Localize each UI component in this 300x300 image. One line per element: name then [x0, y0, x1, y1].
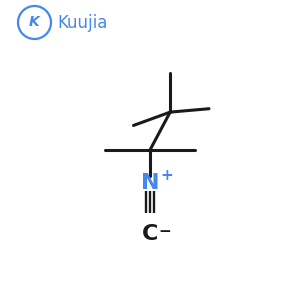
Text: K: K: [29, 16, 40, 29]
Text: °: °: [53, 0, 58, 4]
Text: −: −: [159, 224, 171, 239]
Text: Kuujia: Kuujia: [58, 14, 108, 32]
Text: C: C: [142, 224, 158, 244]
Text: N: N: [141, 173, 159, 193]
Text: +: +: [160, 168, 173, 183]
